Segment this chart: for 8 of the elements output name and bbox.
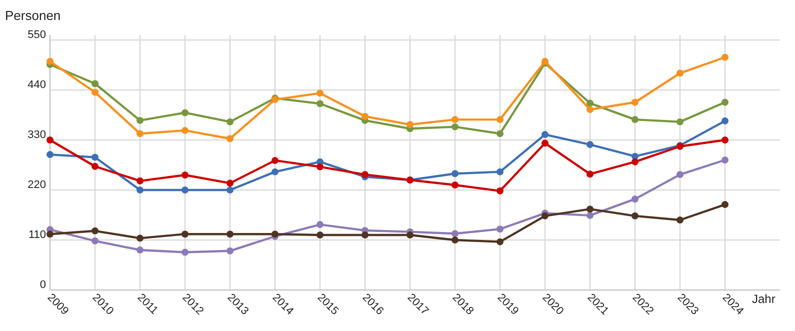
y-axis-title: Personen bbox=[5, 8, 61, 23]
y-tick-label: 110 bbox=[28, 229, 46, 241]
x-axis-title: Jahr bbox=[752, 292, 776, 306]
y-tick-label: 220 bbox=[28, 179, 46, 191]
y-tick-label: 0 bbox=[40, 279, 46, 291]
y-tick-label: 550 bbox=[28, 29, 46, 41]
y-tick-label: 330 bbox=[28, 129, 46, 141]
y-tick-label: 440 bbox=[28, 79, 46, 91]
